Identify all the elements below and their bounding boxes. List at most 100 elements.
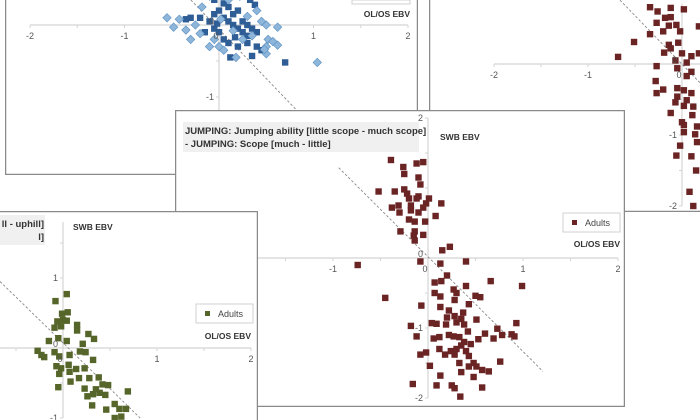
data-point-square bbox=[458, 315, 465, 323]
data-point-square bbox=[415, 193, 422, 200]
data-point-square bbox=[401, 170, 408, 178]
data-point-square bbox=[478, 366, 486, 374]
data-point-square bbox=[695, 23, 700, 30]
data-point-square bbox=[432, 212, 439, 220]
legend-marker bbox=[572, 220, 577, 225]
data-point-square bbox=[96, 389, 103, 396]
data-point-diamond bbox=[272, 40, 283, 50]
data-point-square bbox=[462, 347, 470, 355]
data-point-square bbox=[111, 400, 118, 408]
data-point-square bbox=[201, 29, 209, 36]
data-point-square bbox=[667, 4, 674, 12]
data-point-square bbox=[244, 32, 251, 39]
data-point-square bbox=[665, 41, 673, 49]
data-point-square bbox=[81, 385, 88, 392]
data-point-square bbox=[473, 316, 480, 323]
x-tick-label: 2 bbox=[248, 354, 253, 364]
data-point-square bbox=[472, 292, 479, 299]
data-point-square bbox=[415, 174, 422, 181]
data-point-square bbox=[388, 204, 396, 211]
y-tick-label: -1 bbox=[206, 92, 214, 102]
chart-title: JUMPING: Jumping ability [little scope -… bbox=[183, 122, 426, 152]
data-point-square bbox=[693, 138, 700, 146]
data-point-square bbox=[481, 330, 489, 337]
x-tick-label: 1 bbox=[311, 31, 316, 41]
data-point-square bbox=[433, 320, 440, 327]
data-point-square bbox=[690, 103, 697, 110]
data-point-square bbox=[375, 188, 382, 195]
data-point-square bbox=[458, 368, 465, 376]
data-point-square bbox=[103, 406, 110, 413]
data-point-diamond bbox=[219, 45, 229, 55]
data-point-square bbox=[65, 361, 72, 368]
y-axis-title: SWB EBV bbox=[440, 132, 480, 142]
data-point-square bbox=[437, 372, 444, 379]
data-point-square bbox=[456, 359, 463, 367]
data-point-square bbox=[485, 368, 492, 375]
y-tick-label: 0 bbox=[53, 339, 58, 349]
data-point-square bbox=[382, 294, 389, 302]
data-point-square bbox=[673, 152, 680, 159]
data-point-square bbox=[453, 289, 460, 297]
data-point-square bbox=[660, 86, 667, 93]
data-point-square bbox=[646, 4, 654, 11]
data-point-square bbox=[653, 62, 660, 70]
data-point-square bbox=[465, 363, 473, 370]
data-point-square bbox=[490, 335, 497, 342]
data-point-square bbox=[675, 39, 682, 46]
data-point-square bbox=[56, 370, 63, 378]
data-point-square bbox=[403, 190, 411, 197]
title-background bbox=[0, 215, 45, 245]
data-point-square bbox=[653, 89, 660, 97]
data-point-square bbox=[430, 335, 437, 342]
chart-title-line: ll - uphill] bbox=[2, 219, 44, 230]
data-point-square bbox=[630, 38, 638, 46]
data-point-square bbox=[251, 1, 259, 9]
data-point-square bbox=[470, 359, 477, 367]
data-point-square bbox=[231, 34, 239, 41]
data-point-square bbox=[417, 351, 424, 358]
chart-title: ll - uphill] l] bbox=[0, 215, 45, 245]
data-point-diamond bbox=[181, 25, 191, 35]
data-point-square bbox=[465, 352, 473, 360]
data-point-square bbox=[665, 22, 673, 29]
x-tick-label: -1 bbox=[120, 31, 128, 41]
data-point-square bbox=[57, 365, 65, 372]
data-point-square bbox=[64, 309, 71, 316]
data-point-diamond bbox=[216, 14, 226, 24]
data-point-square bbox=[58, 310, 66, 317]
data-point-square bbox=[450, 333, 457, 340]
trendline bbox=[0, 281, 141, 419]
data-point-square bbox=[405, 216, 413, 223]
legend-label: Adults bbox=[585, 218, 611, 228]
data-point-square bbox=[443, 272, 451, 279]
data-point-square bbox=[51, 349, 58, 356]
chart-title-line: JUMPING: Jumping ability [little scope -… bbox=[185, 126, 426, 137]
data-point-square bbox=[104, 381, 112, 389]
data-point-square bbox=[667, 109, 674, 117]
data-point-square bbox=[63, 317, 70, 324]
data-point-square bbox=[680, 6, 688, 13]
data-point-square bbox=[451, 312, 458, 320]
data-point-diamond bbox=[256, 16, 267, 27]
data-point-square bbox=[436, 345, 443, 353]
legend-box bbox=[195, 303, 254, 324]
data-point-square bbox=[417, 258, 424, 265]
data-point-square bbox=[447, 347, 454, 355]
data-point-square bbox=[84, 393, 91, 400]
data-point-square bbox=[425, 195, 433, 202]
x-tick-label: 1 bbox=[154, 354, 159, 364]
data-point-square bbox=[467, 340, 474, 348]
data-point-square bbox=[196, 14, 204, 21]
data-point-square bbox=[82, 349, 89, 356]
x-tick-label: 0 bbox=[676, 70, 681, 80]
data-point-square bbox=[73, 327, 81, 334]
data-point-square bbox=[445, 307, 453, 314]
data-point-square bbox=[89, 356, 97, 364]
data-point-square bbox=[227, 54, 234, 61]
data-point-square bbox=[498, 331, 506, 339]
data-point-square bbox=[446, 243, 454, 250]
legend: Adults bbox=[195, 303, 254, 324]
data-point-square bbox=[124, 388, 132, 395]
data-point-square bbox=[695, 50, 700, 57]
